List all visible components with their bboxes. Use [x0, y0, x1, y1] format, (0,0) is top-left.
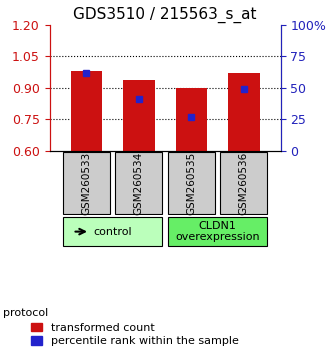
- Bar: [176, 88, 207, 151]
- Bar: [123, 80, 154, 151]
- FancyBboxPatch shape: [168, 217, 267, 246]
- Text: protocol: protocol: [3, 308, 49, 318]
- Text: GSM260536: GSM260536: [239, 152, 249, 215]
- Text: CLDN1
overexpression: CLDN1 overexpression: [175, 221, 260, 242]
- Bar: [228, 73, 259, 151]
- Bar: [71, 72, 102, 151]
- Text: GSM260534: GSM260534: [134, 152, 144, 215]
- FancyBboxPatch shape: [63, 217, 162, 246]
- FancyBboxPatch shape: [220, 152, 267, 214]
- FancyBboxPatch shape: [115, 152, 162, 214]
- FancyBboxPatch shape: [63, 152, 110, 214]
- Text: GSM260535: GSM260535: [186, 152, 196, 215]
- Text: control: control: [93, 227, 132, 236]
- Title: GDS3510 / 215563_s_at: GDS3510 / 215563_s_at: [73, 7, 257, 23]
- FancyBboxPatch shape: [168, 152, 215, 214]
- Legend: transformed count, percentile rank within the sample: transformed count, percentile rank withi…: [29, 320, 241, 348]
- Text: GSM260533: GSM260533: [81, 152, 91, 215]
